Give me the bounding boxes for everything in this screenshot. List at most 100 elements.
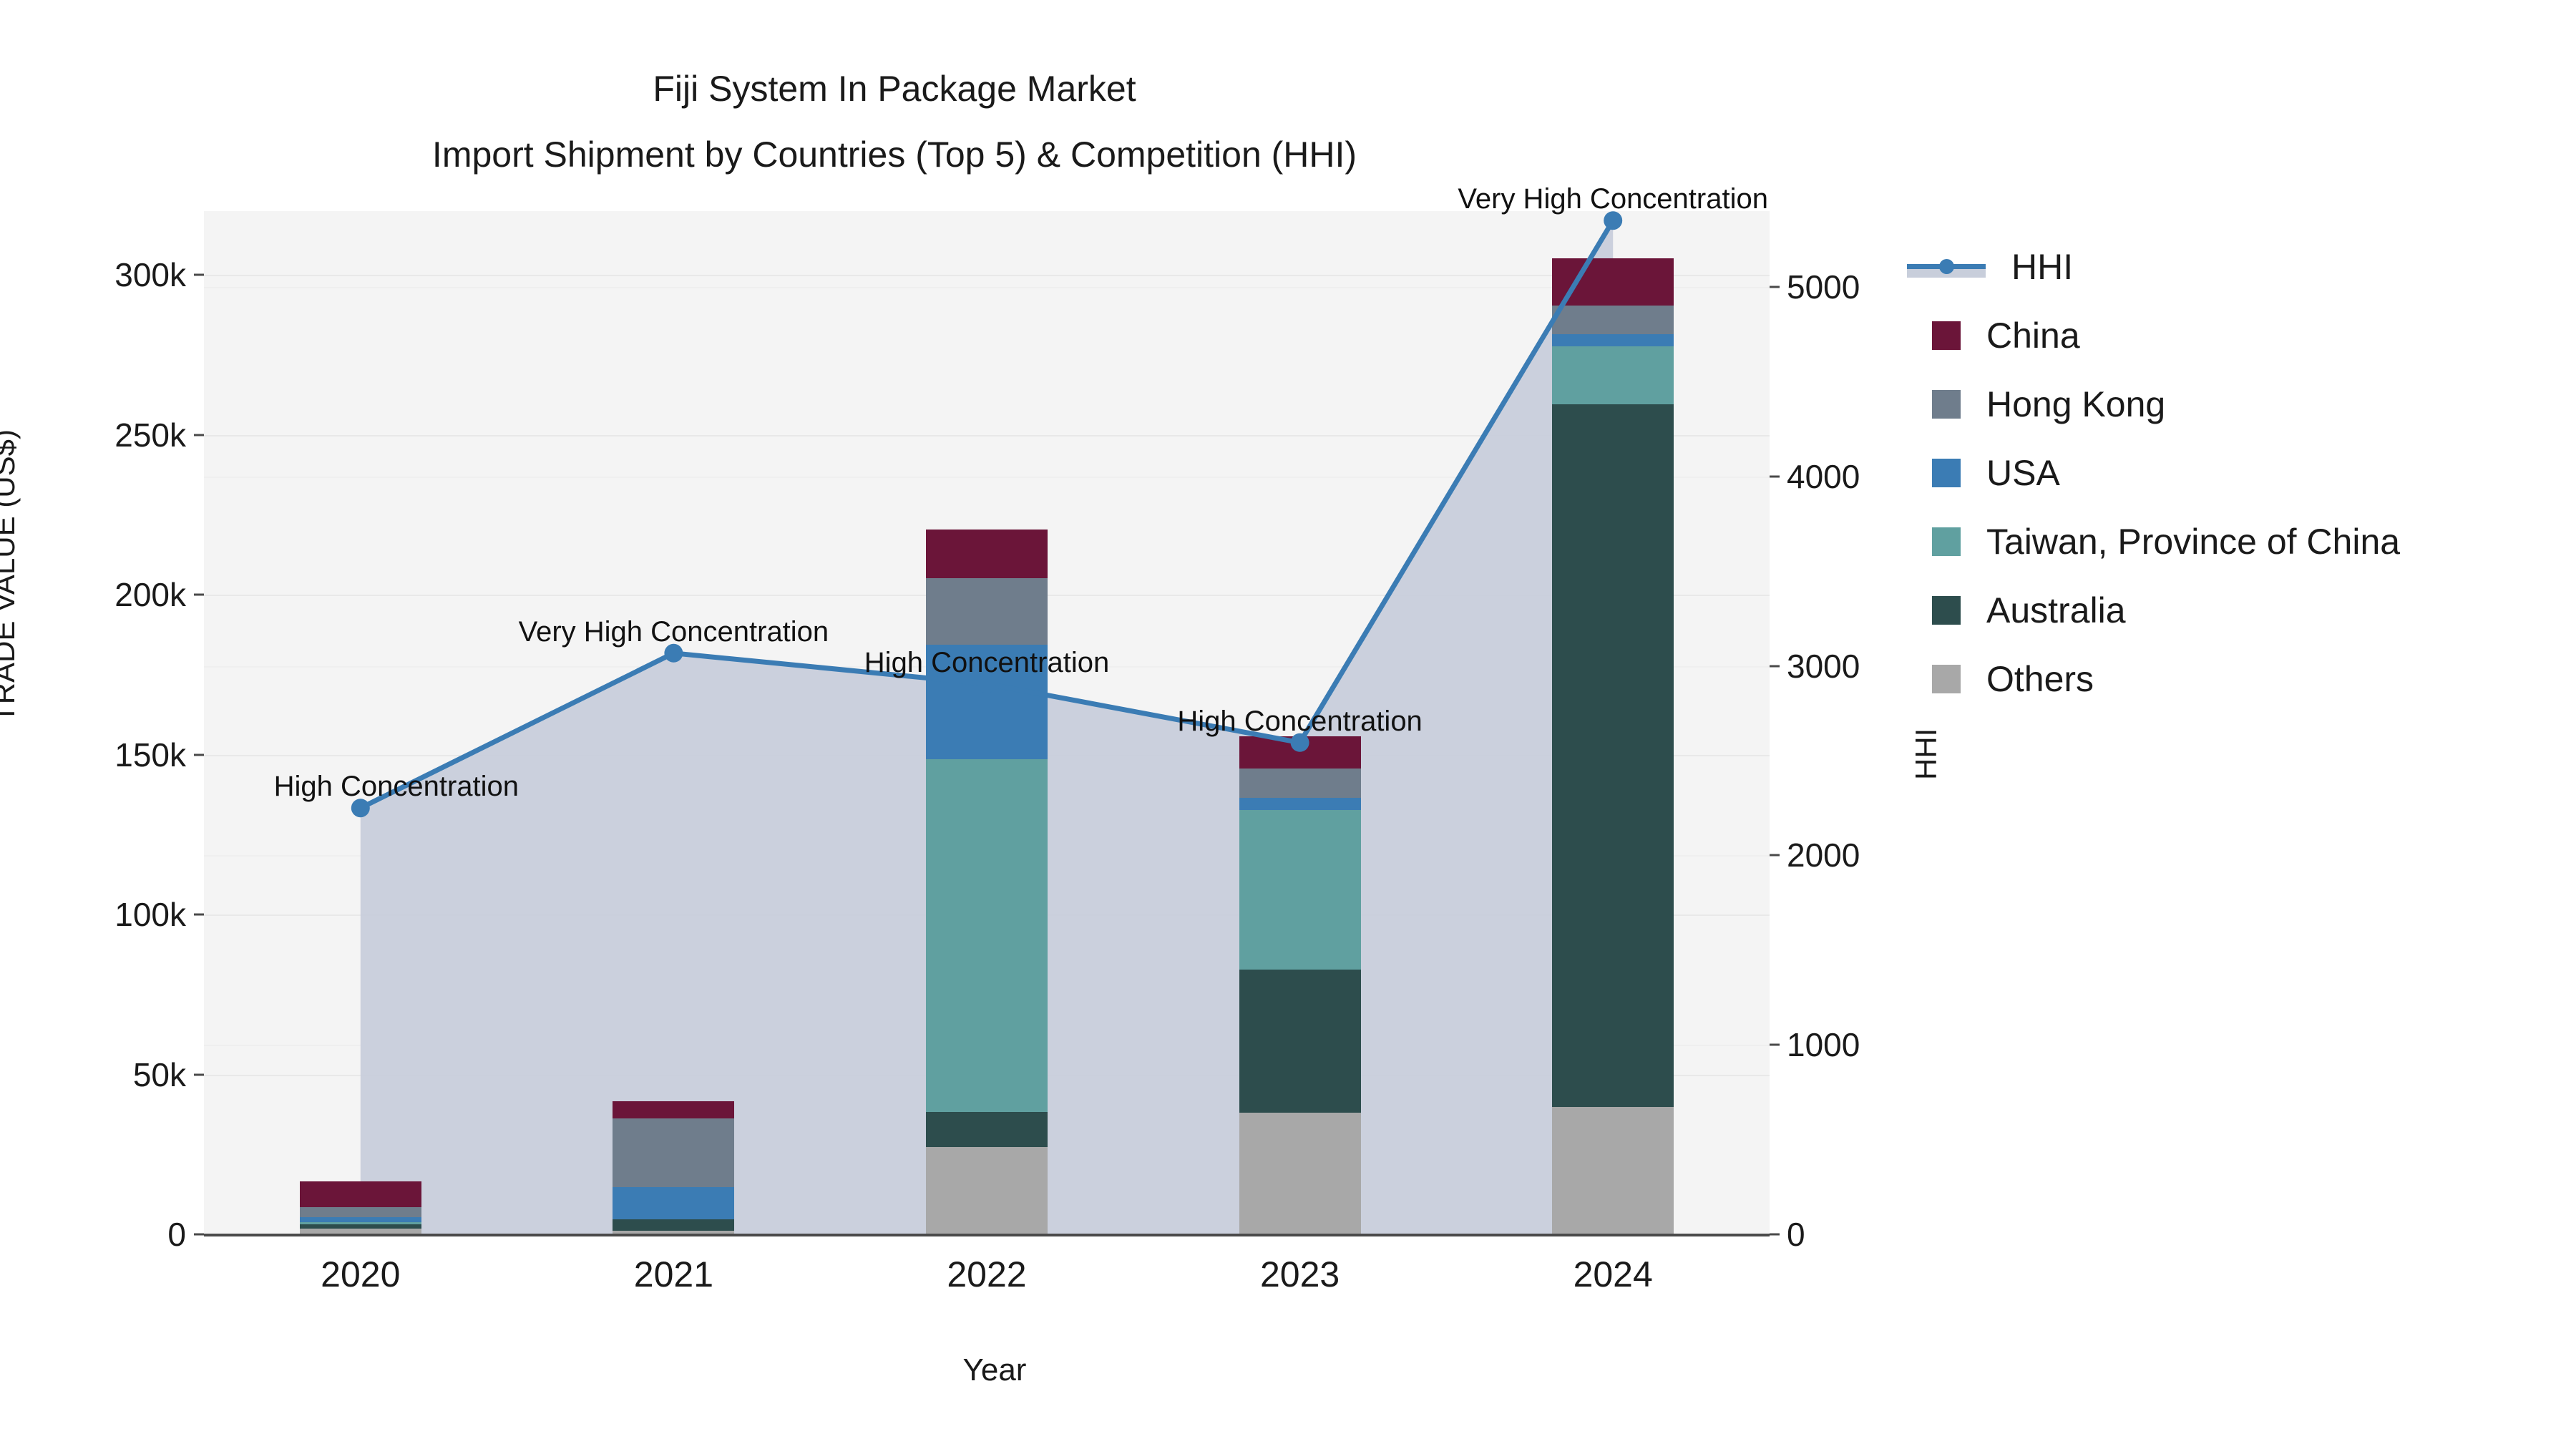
y-axis-tick-left: 50k xyxy=(132,1055,186,1093)
legend-item-label: Hong Kong xyxy=(1986,384,2166,424)
legend-item[interactable]: Taiwan, Province of China xyxy=(1932,507,2562,576)
bar-segment[interactable] xyxy=(1552,258,1674,306)
y-axis-tick-left: 0 xyxy=(167,1216,186,1253)
bar-segment[interactable] xyxy=(613,1101,735,1119)
legend-item[interactable]: HHI xyxy=(1907,233,2562,301)
bar-group[interactable] xyxy=(299,1181,421,1234)
bar-segment[interactable] xyxy=(613,1219,735,1231)
hhi-marker[interactable] xyxy=(1290,733,1309,752)
y-axis-tickmark-right xyxy=(1770,286,1780,288)
y-axis-tickmark-right xyxy=(1770,854,1780,857)
bar-segment[interactable] xyxy=(1552,346,1674,405)
hhi-annotation-label: High Concentration xyxy=(273,771,519,803)
y-axis-tick-left: 200k xyxy=(114,576,186,614)
y-axis-tick-right: 2000 xyxy=(1787,836,1860,874)
y-axis-tick-right: 5000 xyxy=(1787,268,1860,306)
legend-color-swatch xyxy=(1932,527,1961,556)
y-axis-label-right: HHI xyxy=(1909,728,1943,780)
bar-segment[interactable] xyxy=(926,1146,1048,1234)
bar-segment[interactable] xyxy=(299,1216,421,1222)
y-axis-tick-left: 300k xyxy=(114,256,186,294)
y-axis-tick-right: 4000 xyxy=(1787,457,1860,495)
hhi-line-series xyxy=(351,211,1623,818)
bar-group[interactable] xyxy=(613,1101,735,1234)
y-axis-tickmark-left xyxy=(194,593,204,596)
bar-segment[interactable] xyxy=(1239,810,1361,970)
chart-title-block: Fiji System In Package Market Import Shi… xyxy=(0,56,1789,187)
legend-color-swatch xyxy=(1932,321,1961,350)
y-axis-tickmark-left xyxy=(194,913,204,916)
bar-segment[interactable] xyxy=(299,1181,421,1207)
legend-item-label: Australia xyxy=(1986,590,2126,630)
bar-segment[interactable] xyxy=(1552,1107,1674,1234)
chart-subtitle: Import Shipment by Countries (Top 5) & C… xyxy=(431,135,1357,175)
x-axis-tick: 2021 xyxy=(633,1254,713,1294)
bar-segment[interactable] xyxy=(1239,1113,1361,1234)
hhi-marker[interactable] xyxy=(351,799,370,818)
chart-title: Fiji System In Package Market xyxy=(653,69,1136,109)
bar-segment[interactable] xyxy=(1239,798,1361,811)
bar-segment[interactable] xyxy=(1552,334,1674,347)
legend-item[interactable]: USA xyxy=(1932,439,2562,507)
bar-segment[interactable] xyxy=(1552,305,1674,335)
bar-segment[interactable] xyxy=(613,1118,735,1187)
legend-line-icon xyxy=(1907,253,1986,281)
bar-group[interactable] xyxy=(1552,258,1674,1234)
legend-item[interactable]: Others xyxy=(1932,645,2562,713)
hhi-annotation-label: Very High Concentration xyxy=(518,615,829,648)
gridline-right xyxy=(204,476,1770,478)
y-axis-tickmark-left xyxy=(194,1073,204,1076)
legend-item-label: China xyxy=(1986,316,2080,356)
x-axis-tick: 2023 xyxy=(1259,1254,1340,1294)
x-axis-label: Year xyxy=(962,1352,1027,1387)
y-axis-tick-right: 1000 xyxy=(1787,1026,1860,1064)
bar-segment[interactable] xyxy=(613,1230,735,1234)
y-axis-tick-left: 250k xyxy=(114,416,186,454)
hhi-marker[interactable] xyxy=(1604,211,1623,230)
plot-area xyxy=(204,211,1770,1236)
legend-color-swatch xyxy=(1932,390,1961,419)
bar-segment[interactable] xyxy=(299,1224,421,1229)
bar-segment[interactable] xyxy=(299,1206,421,1217)
x-axis-tick: 2024 xyxy=(1573,1254,1653,1294)
bar-segment[interactable] xyxy=(299,1228,421,1234)
y-axis-tickmark-right xyxy=(1770,475,1780,478)
bar-group[interactable] xyxy=(1239,736,1361,1234)
hhi-polyline xyxy=(358,218,1616,811)
legend-color-swatch xyxy=(1932,459,1961,487)
bar-segment[interactable] xyxy=(613,1186,735,1219)
legend-color-swatch xyxy=(1932,665,1961,693)
x-axis-tick: 2020 xyxy=(321,1254,401,1294)
bar-segment[interactable] xyxy=(926,1112,1048,1147)
bar-segment[interactable] xyxy=(1552,404,1674,1108)
hhi-marker[interactable] xyxy=(664,643,683,663)
bar-segment[interactable] xyxy=(926,758,1048,1113)
bar-segment[interactable] xyxy=(926,645,1048,759)
y-axis-tick-right: 3000 xyxy=(1787,647,1860,685)
y-axis-tickmark-left xyxy=(194,1233,204,1236)
legend-item-label: Others xyxy=(1986,659,2094,699)
bar-segment[interactable] xyxy=(926,529,1048,578)
legend-item[interactable]: China xyxy=(1932,301,2562,370)
hhi-marker[interactable] xyxy=(977,674,996,693)
gridline-right xyxy=(204,286,1770,288)
y-axis-tick-right: 0 xyxy=(1787,1216,1805,1253)
legend-item[interactable]: Australia xyxy=(1932,576,2562,645)
bar-segment[interactable] xyxy=(1239,969,1361,1113)
bar-group[interactable] xyxy=(926,529,1048,1234)
bar-segment[interactable] xyxy=(1239,768,1361,799)
y-axis-tick-left: 150k xyxy=(114,736,186,774)
legend-color-swatch xyxy=(1932,596,1961,625)
gridline-left xyxy=(204,275,1770,277)
y-axis-tickmark-left xyxy=(194,753,204,756)
y-axis-tickmark-right xyxy=(1770,1043,1780,1046)
legend-item-label: Taiwan, Province of China xyxy=(1986,522,2401,562)
y-axis-tickmark-left xyxy=(194,273,204,276)
legend-item[interactable]: Hong Kong xyxy=(1932,370,2562,439)
bar-segment[interactable] xyxy=(926,577,1048,645)
hhi-annotation-label: High Concentration xyxy=(864,646,1110,678)
bar-segment[interactable] xyxy=(299,1221,421,1224)
legend: HHI China Hong Kong USA Taiwan, Province of … xyxy=(1907,233,2562,713)
y-axis-label-left: TRADE VALUE (US$) xyxy=(0,429,21,723)
